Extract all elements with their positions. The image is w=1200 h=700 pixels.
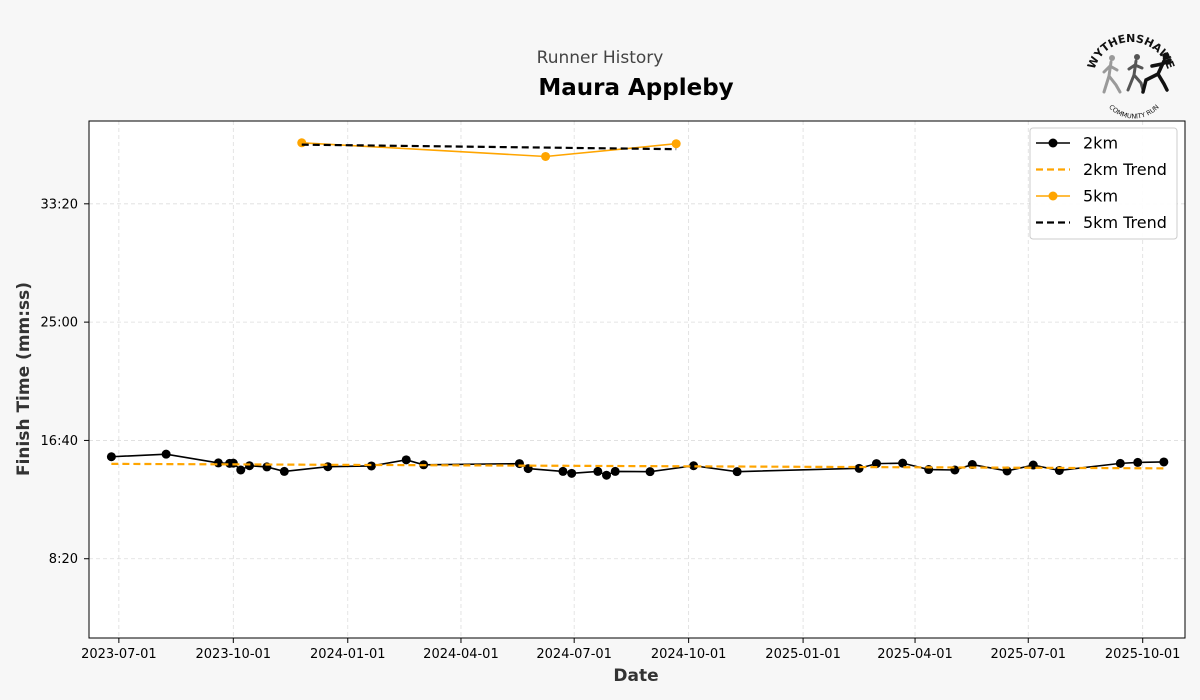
y-axis-label: Finish Time (mm:ss) [14, 282, 34, 476]
x-tick-label: 2025-04-01 [877, 647, 953, 662]
data-point-2km [567, 468, 577, 478]
data-point-2km [323, 462, 333, 472]
chart-title: Maura Appleby [538, 75, 733, 101]
legend-marker-5km [1048, 191, 1058, 201]
runner-figure-mid-icon [1126, 54, 1145, 92]
club-logo: WYTHENSHAWE COMMUNITY RUN [1085, 32, 1177, 121]
x-tick-label: 2024-07-01 [536, 647, 612, 662]
data-point-2km [1133, 457, 1143, 467]
data-point-2km [645, 467, 655, 477]
x-tick-label: 2023-10-01 [196, 647, 272, 662]
legend-label-5km: 5km [1083, 187, 1118, 206]
data-point-2km [558, 466, 568, 476]
x-tick-label: 2025-10-01 [1105, 647, 1181, 662]
data-point-2km [401, 455, 411, 465]
legend-box [1029, 127, 1178, 240]
data-point-2km [854, 463, 864, 473]
x-tick-label: 2024-01-01 [310, 647, 386, 662]
logo-bottom-text: COMMUNITY RUN [1107, 103, 1161, 121]
x-tick-label: 2024-04-01 [423, 647, 499, 662]
plot-area [89, 121, 1185, 638]
legend-marker-2km [1048, 138, 1058, 148]
data-point-2km [236, 465, 246, 475]
x-tick-label: 2024-10-01 [651, 647, 727, 662]
series-layer [106, 138, 1169, 480]
x-tick-label: 2025-07-01 [990, 647, 1066, 662]
chart-suptitle: Runner History [537, 48, 664, 68]
legend-label-5km-trend: 5km Trend [1083, 213, 1167, 232]
data-point-2km [106, 452, 116, 462]
data-point-5km [671, 139, 681, 149]
x-axis-label: Date [613, 666, 658, 686]
y-tick-label: 16:40 [41, 434, 78, 449]
y-tick-label: 33:20 [41, 197, 78, 212]
data-point-2km [228, 458, 238, 468]
data-point-2km [1115, 458, 1125, 468]
grid-lines [89, 121, 1185, 638]
x-tick-label: 2025-01-01 [765, 647, 841, 662]
data-point-2km [732, 467, 742, 477]
data-point-2km [1159, 457, 1169, 467]
data-point-5km [297, 138, 307, 148]
data-point-2km [279, 466, 289, 476]
series-line-5km-trend [301, 143, 677, 151]
data-point-2km [244, 461, 254, 471]
data-point-2km [602, 470, 612, 480]
plot-frame [88, 120, 1186, 639]
y-tick-label: 25:00 [41, 316, 78, 331]
data-point-2km [871, 459, 881, 469]
data-point-5km [541, 151, 551, 161]
legend-label-2km-trend: 2km Trend [1083, 160, 1167, 179]
data-point-2km [610, 466, 620, 476]
data-point-2km [593, 466, 603, 476]
data-point-2km [689, 461, 699, 471]
axis-ticks: 2023-07-01 2023-10-01 2024-01-01 2024-04-01… [41, 197, 1181, 662]
data-point-2km [366, 461, 376, 471]
data-point-2km [161, 449, 171, 459]
legend-label-2km: 2km [1083, 134, 1118, 153]
data-point-2km [898, 458, 908, 468]
data-point-2km [514, 459, 524, 469]
runner-figure-light-icon [1102, 55, 1122, 94]
runner-figure-dark-icon [1141, 52, 1172, 94]
chart-legend: 2km 2km Trend 5km 5km Trend [1029, 127, 1178, 240]
x-tick-label: 2023-07-01 [81, 647, 157, 662]
data-point-2km [213, 458, 223, 468]
y-tick-label: 8:20 [49, 552, 78, 567]
